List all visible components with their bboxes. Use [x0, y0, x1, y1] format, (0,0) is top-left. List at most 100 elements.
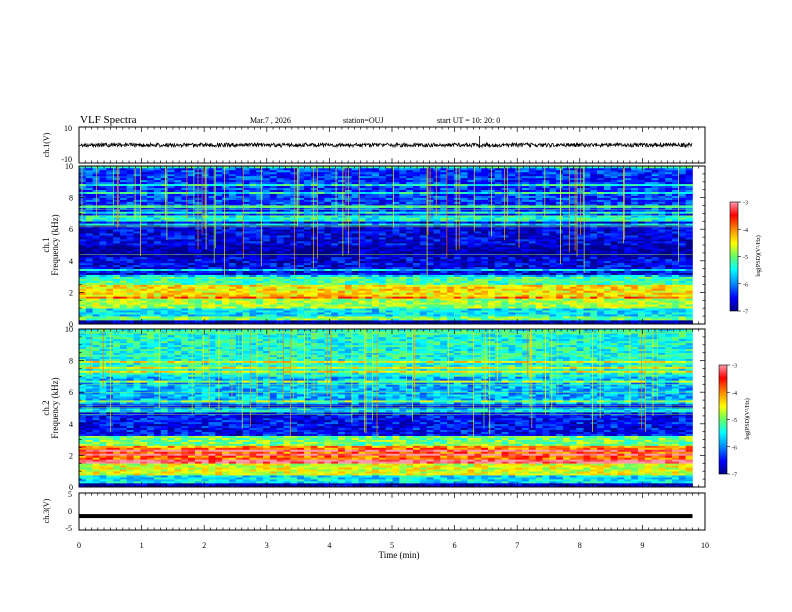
spec-cell: [535, 296, 543, 299]
spec-cell: [508, 322, 516, 325]
spec-cell: [106, 223, 114, 226]
spec-cell: [508, 272, 516, 275]
spec-cell: [651, 246, 659, 250]
spec-cell: [644, 292, 652, 295]
spec-cell: [297, 258, 305, 262]
spec-cell: [474, 298, 482, 301]
spec-cell: [79, 217, 87, 220]
spec-cell: [208, 316, 216, 319]
spec-cell: [303, 294, 312, 297]
spec-cell: [188, 294, 196, 297]
spec-cell: [440, 282, 448, 285]
spec-cell: [508, 245, 516, 248]
spec-cell: [501, 314, 509, 317]
spec-cell: [372, 310, 380, 313]
spec-cell: [597, 280, 605, 283]
spec-cell: [208, 280, 216, 283]
spec-cell: [590, 241, 598, 244]
spec-cell: [113, 298, 121, 301]
spec-cell: [672, 241, 680, 244]
spec-cell: [188, 274, 196, 277]
spec-cell: [303, 245, 312, 248]
spec-cell: [242, 254, 250, 258]
spec-cell: [576, 292, 584, 295]
spec-cell: [631, 308, 639, 311]
spec-cell: [392, 282, 400, 285]
spec-cell: [351, 280, 359, 283]
spec-cell: [228, 292, 237, 295]
spec-cell: [460, 235, 468, 238]
spec-cell: [453, 278, 462, 281]
spec-cell: [174, 320, 182, 323]
spec-cell: [188, 229, 196, 232]
spec-cell: [365, 314, 373, 317]
spec-cell: [310, 266, 318, 269]
spec-cell: [617, 239, 625, 242]
spec-cell: [535, 239, 543, 242]
spec-cell: [597, 250, 605, 254]
spec-cell: [569, 254, 577, 258]
spec-cell: [99, 276, 107, 279]
spec-cell: [249, 282, 257, 285]
spec-cell: [303, 237, 312, 240]
spec-cell: [119, 217, 128, 220]
spec-cell: [453, 245, 462, 248]
spec-cell: [385, 256, 393, 260]
spec-cell: [617, 302, 625, 305]
spec-cell: [351, 233, 359, 236]
spec-cell: [365, 266, 373, 269]
spec-cell: [440, 316, 448, 319]
spec-cell: [549, 239, 557, 242]
spec-cell: [644, 284, 652, 287]
spec-cell: [338, 276, 346, 279]
spec-cell: [665, 245, 673, 248]
spec-cell: [269, 300, 277, 303]
spec-cell: [644, 294, 652, 297]
spec-cell: [637, 268, 646, 271]
spec-cell: [569, 274, 577, 277]
spec-cell: [603, 262, 611, 266]
spec-cell: [501, 284, 509, 287]
spec-cell: [501, 225, 509, 228]
spec-cell: [678, 296, 686, 299]
spec-cell: [542, 235, 550, 238]
spec-cell: [92, 300, 100, 303]
spec-cell: [242, 235, 250, 238]
spec-cell: [79, 310, 87, 313]
spec-cell: [672, 219, 680, 222]
spec-cell: [338, 272, 346, 275]
spec-cell: [147, 294, 155, 297]
spec-cell: [433, 318, 441, 321]
spec-cell: [467, 270, 475, 273]
spec-cell: [576, 239, 584, 242]
spec-cell: [324, 278, 332, 281]
spec-cell: [494, 237, 502, 240]
spec-cell: [413, 243, 421, 246]
spec-cell: [528, 237, 537, 240]
spec-cell: [392, 254, 400, 258]
spec-cell: [188, 241, 196, 244]
spec-cell: [672, 284, 680, 287]
spec-cell: [276, 235, 284, 238]
spec-cell: [665, 308, 673, 311]
spec-cell: [126, 221, 134, 224]
spec-cell: [119, 229, 128, 232]
spec-cell: [385, 284, 393, 287]
spec-cell: [528, 258, 537, 262]
spec-cell: [494, 243, 502, 246]
spec-cell: [242, 258, 250, 262]
spec-cell: [119, 314, 128, 317]
spec-cell: [603, 304, 611, 307]
spec-cell: [385, 229, 393, 232]
spec-cell: [351, 296, 359, 299]
spec-cell: [433, 229, 441, 232]
spec-cell: [228, 316, 237, 319]
spec-cell: [665, 288, 673, 291]
spec-cell: [392, 266, 400, 269]
spec-cell: [590, 223, 598, 226]
spec-cell: [338, 310, 346, 313]
spec-cell: [263, 272, 271, 275]
spec-cell: [133, 235, 141, 238]
spec-cell: [106, 225, 114, 228]
spec-cell: [242, 256, 250, 260]
